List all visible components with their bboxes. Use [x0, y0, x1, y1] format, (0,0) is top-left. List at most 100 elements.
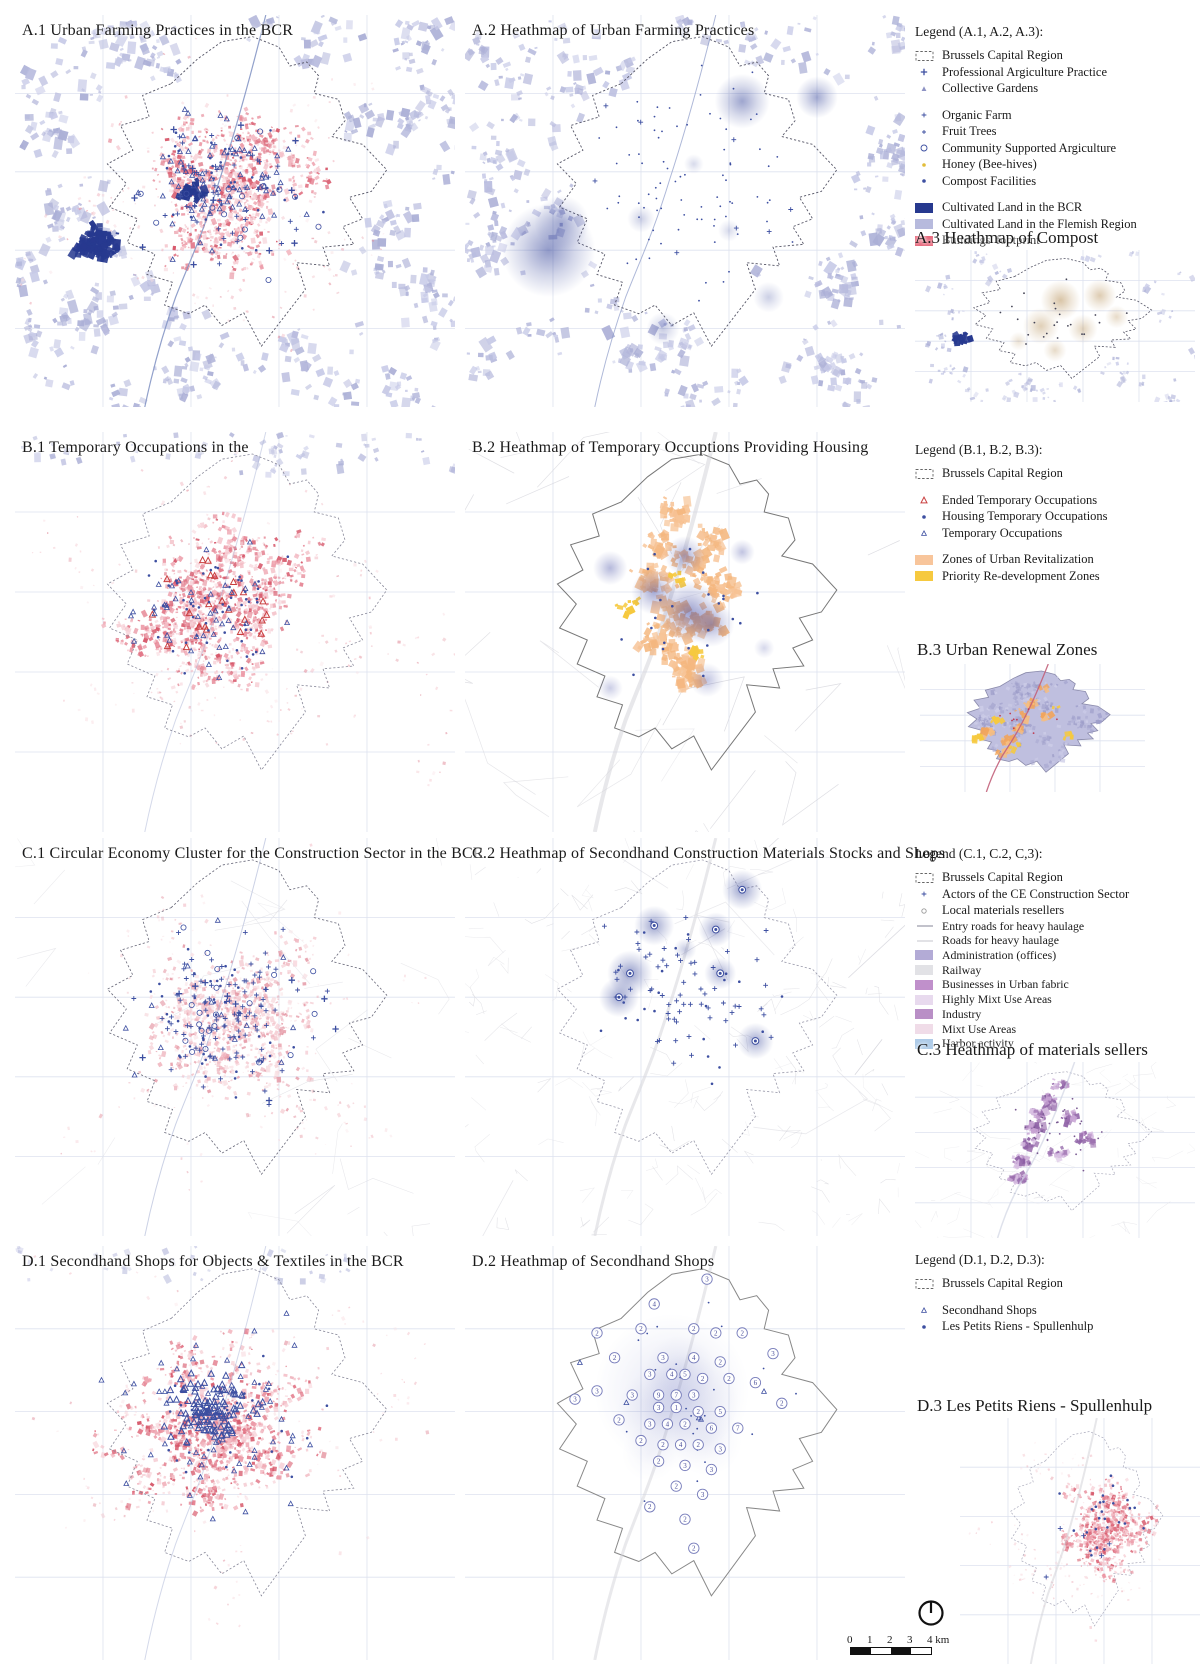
- legend-label: Local materials resellers: [942, 903, 1065, 917]
- circle-marker-icon: [921, 908, 927, 914]
- legend-label: Industry: [942, 1006, 982, 1021]
- scale-bar-label: 4 km: [927, 1634, 950, 1646]
- legend-label: Housing Temporary Occupations: [942, 509, 1108, 523]
- color-swatch: [915, 950, 933, 961]
- legend-item: Buildings' footprint: [915, 233, 1200, 248]
- legend-label: Ended Temporary Occupations: [942, 492, 1098, 507]
- panel-b3: [920, 664, 1145, 792]
- plus-marker-icon: [922, 129, 926, 134]
- legend-label: Professional Argiculture Practice: [942, 64, 1108, 79]
- scale-bar-label: 0: [847, 1634, 853, 1646]
- legend-label: Collective Gardens: [942, 81, 1039, 95]
- map-d1-secondhand-shops: [15, 1246, 455, 1660]
- dot-marker-icon: [922, 514, 926, 519]
- panel-title-b1: B.1 Temporary Occupations in the: [22, 439, 249, 456]
- legend-label: Organic Farm: [942, 107, 1012, 122]
- legend-label: Harbor activity: [942, 1036, 1014, 1051]
- legend-label: Brussels Capital Region: [942, 1276, 1063, 1290]
- line-sample-icon: [917, 939, 933, 942]
- legend-label: Zones of Urban Revitalization: [942, 552, 1094, 566]
- panel-title-c1: C.1 Circular Economy Cluster for the Con…: [22, 845, 484, 862]
- legend-item: Fruit Trees: [915, 124, 1200, 139]
- legend-item: Organic Farm: [915, 107, 1200, 123]
- legend-item: Professional Argiculture Practice: [915, 64, 1200, 80]
- legend-label: Entry roads for heavy haulage: [942, 918, 1085, 933]
- panel-title-d2: D.2 Heathmap of Secondhand Shops: [472, 1253, 715, 1270]
- legend-label: Cultivated Land in the Flemish Region: [942, 216, 1137, 231]
- panel-title-d1: D.1 Secondhand Shops for Objects & Texti…: [22, 1253, 404, 1270]
- color-swatch: [915, 235, 933, 246]
- legend-item: Compost Facilities: [915, 174, 1200, 189]
- legend-item: Railway: [915, 963, 1200, 977]
- legend-label: Roads for heavy haulage: [942, 933, 1059, 948]
- panel-title-c2: C.2 Heathmap of Secondhand Construction …: [472, 845, 946, 862]
- legend-item: Businesses in Urban fabric: [915, 978, 1200, 991]
- map-a1-urban-farming-practices: [15, 15, 455, 407]
- triangle-marker-icon: [921, 85, 927, 91]
- legend-item: Collective Gardens: [915, 81, 1200, 96]
- color-swatch: [915, 571, 933, 582]
- plus-marker-icon: [921, 891, 927, 897]
- color-swatch: [915, 994, 933, 1005]
- panel-b1: B.1 Temporary Occupations in the: [15, 432, 455, 832]
- map-b3-urban-renewal-zones: [920, 664, 1145, 792]
- panel-b2: B.2 Heathmap of Temporary Occuptions Pro…: [465, 432, 905, 832]
- legend-a-title: Legend (A.1, A.2, A.3):: [915, 24, 1044, 39]
- legend-item: Zones of Urban Revitalization: [915, 552, 1200, 567]
- scale-bar-label: 1: [867, 1634, 873, 1646]
- legend-label: Cultivated Land in the BCR: [942, 200, 1083, 214]
- panel-c2: C.2 Heathmap of Secondhand Construction …: [465, 838, 945, 1236]
- color-swatch: [915, 979, 933, 990]
- region-outline-icon: [915, 468, 934, 479]
- legend-item: Brussels Capital Region: [915, 466, 1200, 481]
- legend-label: Actors of the CE Construction Sector: [942, 886, 1130, 901]
- circle-marker-icon: [920, 144, 928, 152]
- legend-item: Highly Mixt Use Areas: [915, 993, 1200, 1006]
- region-outline-icon: [915, 872, 934, 883]
- panel-a3: [915, 250, 1195, 402]
- legend-item: Community Supported Argiculture: [915, 140, 1200, 156]
- scale-bar-segments: [850, 1647, 932, 1655]
- color-swatch: [915, 1038, 933, 1049]
- color-swatch: [915, 202, 933, 213]
- legend-label: Highly Mixt Use Areas: [942, 992, 1052, 1007]
- legend-item: Ended Temporary Occupations: [915, 492, 1200, 508]
- panel-d3: [960, 1418, 1200, 1664]
- legend-label: Honey (Bee-hives): [942, 157, 1037, 171]
- legend-label: Secondhand Shops: [942, 1302, 1037, 1317]
- scale-bar: 0 1 2 3 4 km: [847, 1634, 970, 1655]
- legend-item: Les Petits Riens - Spullenhulp: [915, 1319, 1200, 1334]
- legend-label: Buildings' footprint: [942, 233, 1040, 247]
- legend-label: Administration (offices): [942, 947, 1057, 962]
- map-c1-circular-economy-cluster: [15, 838, 455, 1236]
- region-outline-icon: [915, 1278, 934, 1289]
- legend-item: Secondhand Shops: [915, 1302, 1200, 1318]
- legend-label: Temporary Occupations: [942, 525, 1063, 540]
- color-swatch: [915, 1009, 933, 1020]
- legend-item: Honey (Bee-hives): [915, 157, 1200, 172]
- legend-label: Community Supported Argiculture: [942, 140, 1117, 155]
- legend-item: Cultivated Land in the Flemish Region: [915, 216, 1200, 232]
- panel-d1: D.1 Secondhand Shops for Objects & Texti…: [15, 1246, 455, 1660]
- panel-title-a2: A.2 Heathmap of Urban Farming Practices: [472, 22, 755, 39]
- legend-item: Administration (offices): [915, 949, 1200, 962]
- panel-a2: A.2 Heathmap of Urban Farming Practices: [465, 15, 905, 407]
- plus-marker-icon: [921, 112, 927, 118]
- legend-b-title: Legend (B.1, B.2, B.3):: [915, 442, 1043, 457]
- triangle-marker-icon: [920, 496, 928, 504]
- north-arrow-icon: [918, 1600, 944, 1626]
- panel-title-c3: C.3 Heathmap of materials sellers: [917, 1040, 1148, 1059]
- legend-label: Brussels Capital Region: [942, 870, 1063, 884]
- color-swatch: [915, 554, 933, 565]
- legend-c: Legend (C.1, C.2, C,3): Brussels Capital…: [915, 846, 1200, 1050]
- panel-title-b3: B.3 Urban Renewal Zones: [917, 640, 1098, 659]
- legend-item: Temporary Occupations: [915, 525, 1200, 541]
- color-swatch: [915, 219, 933, 230]
- panel-title-a1: A.1 Urban Farming Practices in the BCR: [22, 22, 294, 39]
- legend-item: Brussels Capital Region: [915, 870, 1200, 885]
- legend-item: Brussels Capital Region: [915, 48, 1200, 63]
- scale-bar-label: 3: [907, 1634, 913, 1646]
